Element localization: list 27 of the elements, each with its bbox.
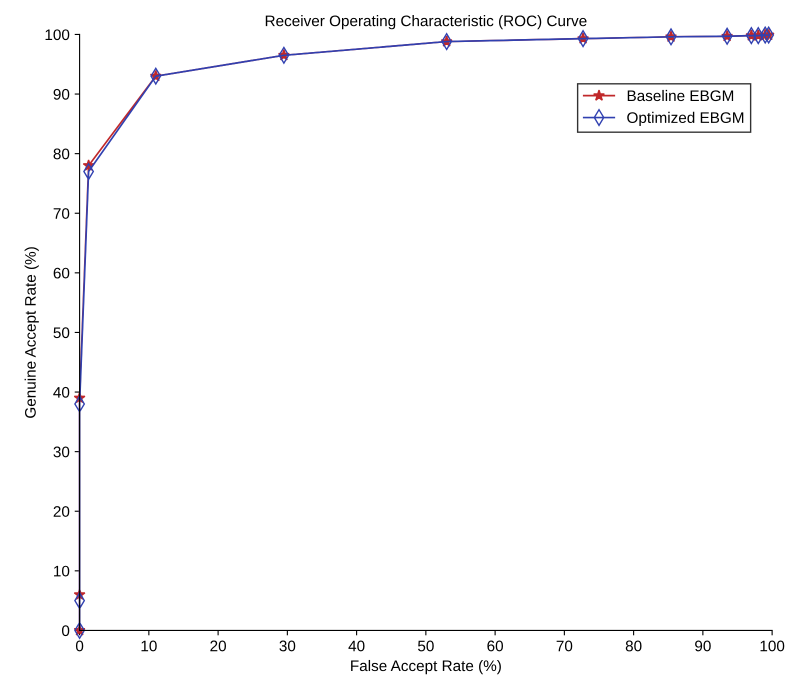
x-tick-label: 0 [76,640,84,652]
x-tick-label: 50 [418,640,434,652]
y-tick-label: 90 [54,88,70,100]
x-tick-label: 20 [210,640,226,652]
y-tick-label: 40 [53,386,70,398]
y-tick-label: 70 [54,208,70,219]
legend-label: Optimized EBGM [627,112,744,126]
y-tick-label: 60 [54,268,70,279]
y-axis-title: Genuine Accept Rate (%) [24,247,39,418]
x-tick-label: 80 [626,640,642,652]
y-tick-label: 30 [53,446,70,458]
x-tick-label: 70 [556,640,572,652]
y-tick-label: 100 [46,29,70,40]
x-tick-label: 10 [142,640,157,652]
x-tick-label: 90 [695,640,711,652]
legend-label: Baseline EBGM [628,90,734,102]
x-tick-label: 40 [348,640,365,652]
y-tick-label: 0 [62,625,70,636]
x-tick-label: 30 [279,640,296,652]
y-tick-label: 80 [54,148,70,160]
y-tick-label: 10 [54,566,70,577]
x-tick-label: 100 [760,640,784,652]
x-tick-label: 60 [487,640,504,652]
y-tick-label: 50 [53,327,70,338]
x-axis-title: False Accept Rate (%) [351,660,501,674]
chart-title: Receiver Operating Characteristic (ROC) Curve [266,15,586,30]
y-tick-label: 20 [54,506,70,517]
